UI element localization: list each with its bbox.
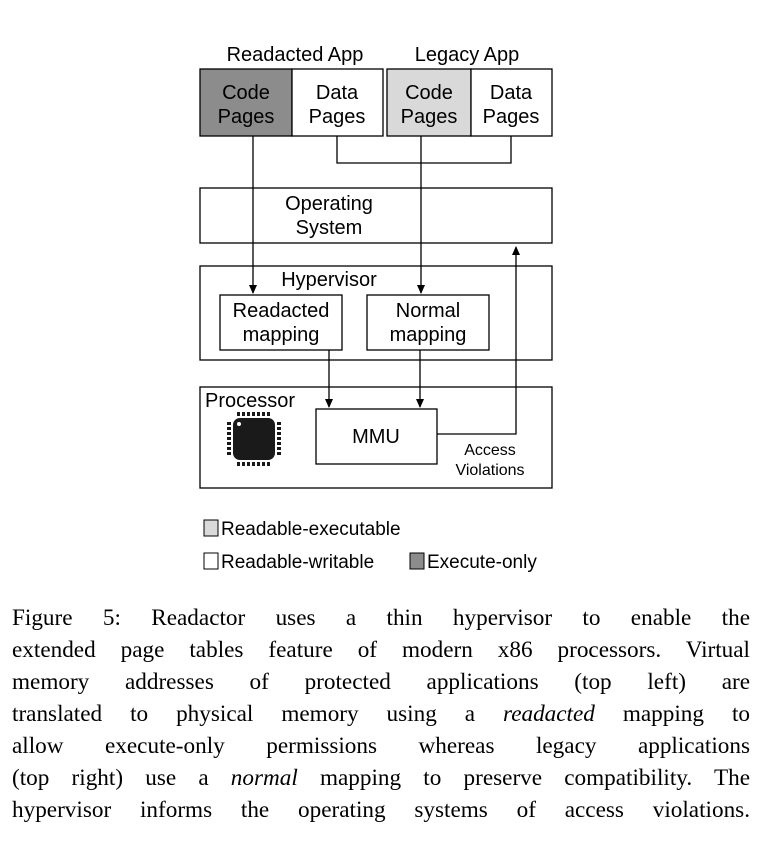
caption-line-6-start: (top right) use a [12, 765, 231, 791]
legend-readable-executable: Readable-executable [221, 519, 401, 540]
operating-system-label-2: System [296, 217, 363, 239]
readacted-code-pages-label-2: Pages [218, 106, 275, 128]
caption-line-4-end: mapping to [594, 701, 750, 727]
caption-line-4: translated to physical memory using a re… [12, 698, 750, 730]
caption-readacted-emphasis: readacted [503, 701, 595, 727]
operating-system-label-1: Operating [285, 193, 373, 215]
chip-icon [227, 412, 281, 466]
legacy-code-pages-label-2: Pages [401, 106, 458, 128]
legend-swatch-execute-only [409, 552, 425, 570]
access-violations-label-2: Violations [455, 462, 524, 479]
caption-line-5: allow execute-only permissions whereas l… [12, 733, 750, 759]
legacy-data-pages-label-1: Data [490, 82, 533, 104]
readacted-mapping-label-1: Readacted [233, 300, 330, 322]
processor-title: Processor [205, 390, 295, 412]
normal-mapping-box [366, 294, 490, 351]
readacted-data-pages-box [291, 68, 384, 137]
legend: Readable-executable Readable-writable Ex… [203, 519, 537, 573]
figure-caption: Figure 5: Readactor uses a thin hypervis… [12, 602, 750, 826]
legacy-data-pages-box [470, 68, 553, 137]
caption-normal-emphasis: normal [230, 765, 298, 791]
readacted-app-title: Readacted App [227, 44, 364, 66]
readacted-data-pages-label-1: Data [316, 82, 359, 104]
legacy-code-pages-box [386, 68, 472, 137]
legacy-code-pages-label-1: Code [405, 82, 453, 104]
readacted-data-pages-label-2: Pages [309, 106, 366, 128]
readacted-mapping-label-2: mapping [243, 324, 320, 346]
legend-swatch-readable-executable [203, 519, 219, 537]
caption-line-7: hypervisor informs the operating systems… [12, 797, 750, 823]
caption-line-3: memory addresses of protected applicatio… [12, 669, 750, 695]
readacted-code-pages-box [199, 68, 293, 137]
caption-line-6: (top right) use a normal mapping to pres… [12, 762, 750, 794]
caption-line-4-start: translated to physical memory using a [12, 701, 504, 727]
operating-system-box [199, 187, 553, 244]
legacy-app-title: Legacy App [415, 44, 520, 66]
caption-line-1: Figure 5: Readactor uses a thin hypervis… [12, 605, 750, 631]
legend-execute-only: Execute-only [427, 552, 537, 573]
access-violation-arrow [437, 246, 520, 435]
mmu-box [315, 408, 438, 465]
data-pages-connector [336, 136, 512, 164]
caption-line-2: extended page tables feature of modern x… [12, 637, 750, 663]
readacted-code-pages-label-1: Code [222, 82, 270, 104]
normal-mapping-label-1: Normal [396, 300, 460, 322]
legend-readable-writable: Readable-writable [221, 552, 374, 573]
mmu-label: MMU [352, 426, 400, 448]
normal-mapping-label-2: mapping [390, 324, 467, 346]
readacted-mapping-box [219, 294, 343, 351]
caption-line-6-end: mapping to preserve compatibility. The [297, 765, 750, 791]
architecture-diagram: Readacted App Legacy App Code Pages Data… [199, 44, 553, 573]
legend-swatch-readable-writable [203, 552, 219, 570]
legacy-data-pages-label-2: Pages [483, 106, 540, 128]
access-violations-label-1: Access [464, 442, 516, 459]
hypervisor-title: Hypervisor [281, 269, 377, 291]
